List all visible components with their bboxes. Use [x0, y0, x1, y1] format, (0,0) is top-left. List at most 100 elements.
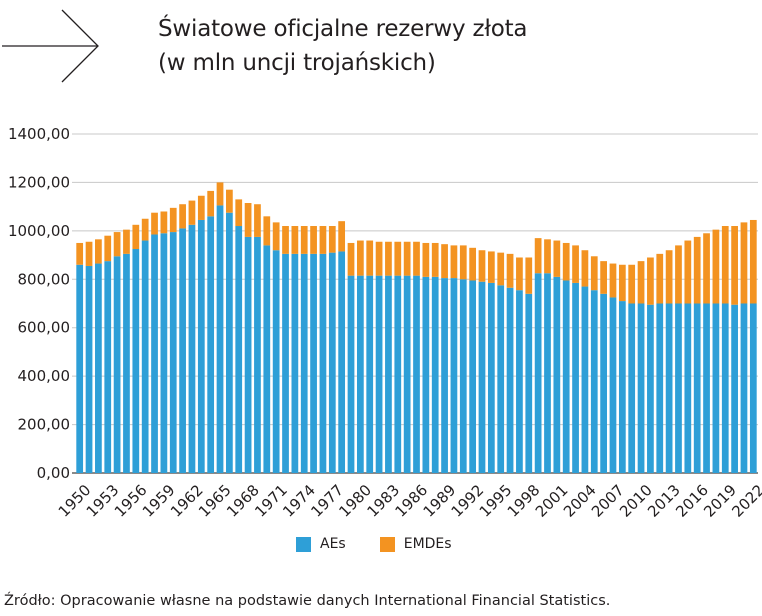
bar-aes-1991 — [459, 279, 467, 473]
bar-aes-1999 — [534, 273, 542, 473]
bar-aes-1958 — [151, 234, 158, 473]
chart-title-line-1: Światowe oficjalne rezerwy złota — [158, 16, 528, 42]
bar-aes-1960 — [169, 232, 177, 473]
x-tick-label: 2022 — [728, 481, 762, 521]
bar-aes-1965 — [216, 205, 224, 473]
bar-aes-1994 — [487, 282, 495, 473]
bar-aes-1980 — [356, 275, 364, 473]
bar-emdes-2020 — [731, 226, 738, 305]
bar-aes-1959 — [160, 233, 168, 473]
bar-aes-1983 — [385, 275, 392, 473]
bar-aes-2017 — [703, 303, 710, 473]
bar-aes-1982 — [375, 275, 383, 473]
bar-emdes-1965 — [216, 182, 224, 206]
chart-title: Światowe oficjalne rezerwy złota (w mln … — [158, 12, 527, 80]
bar-emdes-1958 — [151, 212, 158, 235]
bar-aes-1998 — [525, 293, 533, 473]
bar-emdes-2004 — [581, 250, 589, 287]
bar-aes-1969 — [254, 236, 261, 473]
bar-aes-1955 — [123, 253, 130, 473]
bar-aes-1977 — [328, 252, 336, 473]
bar-aes-1970 — [263, 245, 271, 473]
bar-aes-2013 — [665, 303, 673, 473]
bar-emdes-2007 — [609, 263, 617, 298]
bar-aes-1974 — [300, 253, 308, 473]
bar-emdes-2006 — [600, 261, 607, 294]
bar-aes-1985 — [403, 275, 411, 473]
bar-emdes-1960 — [169, 207, 177, 233]
bar-emdes-1999 — [534, 238, 542, 274]
bar-aes-1992 — [469, 280, 477, 473]
bar-emdes-2012 — [656, 253, 664, 304]
bar-aes-1975 — [310, 253, 317, 473]
bar-aes-2018 — [712, 303, 720, 473]
bar-emdes-1985 — [403, 241, 411, 276]
bar-emdes-1961 — [179, 204, 186, 229]
bar-aes-2007 — [609, 297, 617, 473]
bar-aes-1971 — [272, 250, 280, 473]
bar-emdes-2021 — [740, 222, 748, 304]
bar-emdes-1997 — [516, 257, 523, 291]
arrow-icon — [2, 9, 99, 83]
bar-aes-1951 — [85, 265, 93, 473]
bar-aes-1996 — [506, 287, 514, 473]
bar-aes-2002 — [562, 280, 570, 473]
bar-emdes-1993 — [478, 250, 486, 282]
bar-emdes-1955 — [123, 229, 130, 254]
bar-emdes-1957 — [141, 218, 149, 241]
bar-emdes-1968 — [244, 203, 252, 237]
bar-emdes-2009 — [628, 264, 636, 304]
bar-emdes-1981 — [366, 240, 374, 276]
bar-aes-1986 — [413, 275, 420, 473]
bar-emdes-2014 — [675, 245, 682, 304]
bar-aes-1972 — [282, 253, 289, 473]
bar-aes-1981 — [366, 275, 374, 473]
chart-title-line-2: (w mln uncji trojańskich) — [158, 50, 436, 76]
bar-emdes-1967 — [235, 199, 243, 227]
bar-aes-2014 — [675, 303, 682, 473]
bar-aes-2015 — [684, 303, 692, 473]
bar-emdes-1990 — [450, 245, 458, 279]
bar-emdes-1998 — [525, 257, 533, 294]
bar-emdes-2022 — [749, 219, 757, 304]
bar-emdes-2011 — [647, 257, 654, 305]
bar-emdes-1962 — [188, 200, 196, 225]
y-tick-label: 1400,00 — [8, 125, 70, 143]
bar-emdes-1986 — [413, 241, 420, 276]
bar-aes-2006 — [600, 293, 607, 473]
bar-emdes-1976 — [319, 226, 327, 254]
bar-aes-1962 — [188, 224, 196, 473]
bar-emdes-1996 — [506, 253, 514, 288]
bar-emdes-1979 — [347, 242, 355, 276]
bar-aes-1961 — [179, 228, 186, 473]
bar-aes-1987 — [422, 276, 430, 473]
bar-aes-1952 — [95, 263, 102, 473]
legend-item-emdes: EMDEs — [379, 536, 452, 552]
legend-item-aes: AEs — [296, 536, 346, 552]
bar-aes-1997 — [516, 290, 523, 473]
bar-aes-2005 — [590, 290, 598, 473]
bar-emdes-1983 — [385, 241, 392, 276]
bar-emdes-1956 — [132, 224, 140, 250]
legend-label-emdes: EMDEs — [403, 536, 452, 552]
bar-emdes-1980 — [356, 240, 364, 276]
bar-emdes-2019 — [721, 226, 729, 304]
legend: AEs EMDEs — [296, 536, 452, 552]
bar-emdes-1953 — [104, 235, 112, 262]
y-tick-label: 1000,00 — [8, 222, 70, 240]
source-note: Źródło: Opracowanie własne na podstawie … — [4, 593, 611, 609]
bar-emdes-2000 — [544, 239, 551, 274]
bar-aes-1963 — [197, 219, 205, 473]
bar-aes-2000 — [544, 273, 551, 473]
bar-emdes-1951 — [85, 241, 93, 266]
y-tick-label: 400,00 — [18, 367, 71, 385]
bar-emdes-1970 — [263, 216, 271, 246]
x-axis-ticks: 1950195319561959196219651968197119741977… — [55, 481, 762, 521]
bar-aes-1976 — [319, 253, 327, 473]
bar-emdes-1984 — [394, 241, 402, 276]
bar-aes-1956 — [132, 249, 140, 473]
bar-aes-2020 — [731, 304, 738, 473]
bar-emdes-1994 — [487, 251, 495, 283]
bar-aes-2001 — [553, 276, 561, 473]
bar-aes-1968 — [244, 236, 252, 473]
